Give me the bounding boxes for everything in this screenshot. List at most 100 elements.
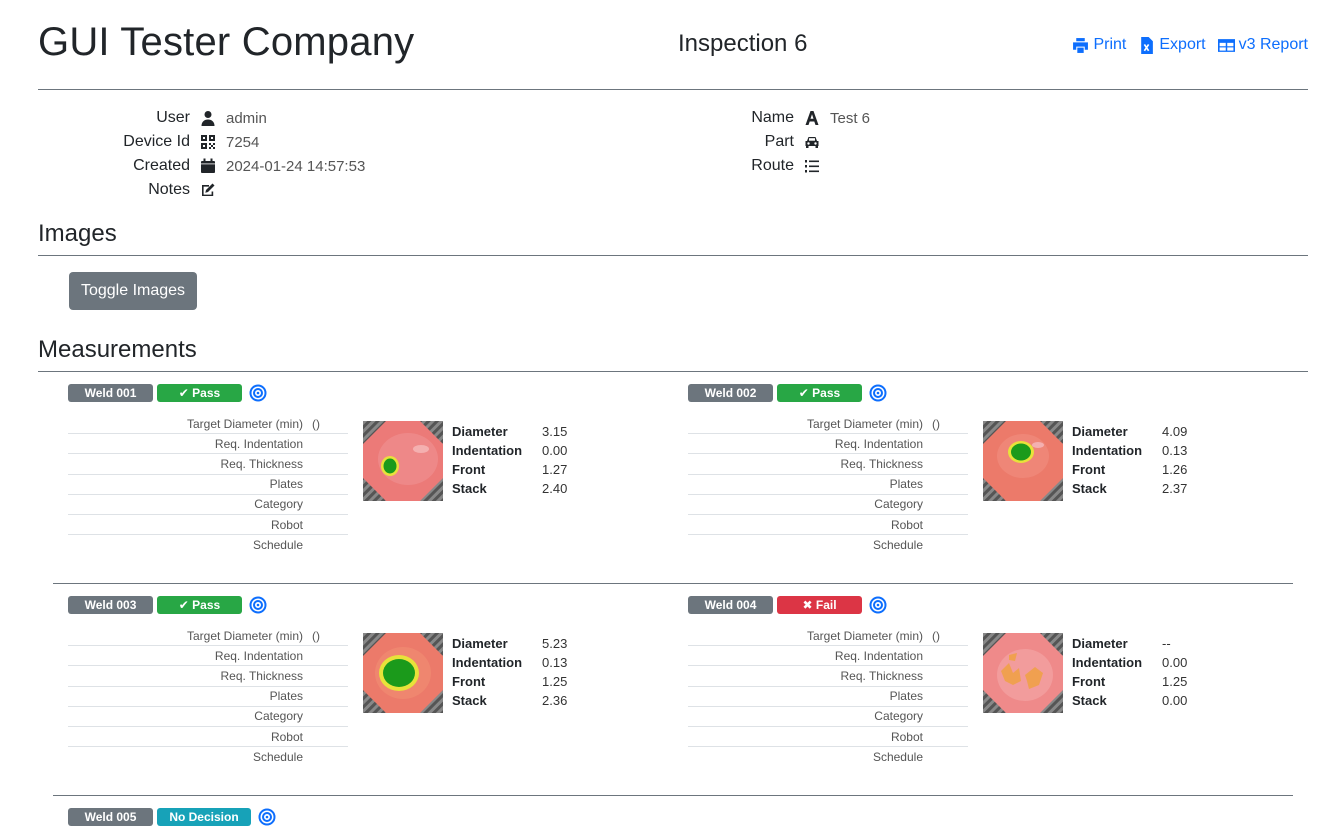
calendar-icon xyxy=(190,158,226,174)
spec-row: Schedule xyxy=(68,747,348,767)
meas-label: Front xyxy=(1072,462,1106,477)
check-icon: ✔ xyxy=(178,598,193,612)
info-label: Created xyxy=(133,157,190,174)
print-link[interactable]: Print xyxy=(1072,36,1126,54)
meas-value: 0.00 xyxy=(542,443,568,458)
status-label: Pass xyxy=(812,386,841,400)
meas-value: 1.25 xyxy=(542,674,568,689)
x-icon: ✖ xyxy=(802,598,816,612)
info-row-part: Part xyxy=(700,130,870,154)
status-label: Pass xyxy=(192,386,221,400)
toggle-images-button[interactable]: Toggle Images xyxy=(69,272,197,310)
spec-table: Target Diameter (min) () Req. Indentation… xyxy=(68,414,348,555)
spec-row: Req. Thickness xyxy=(68,666,348,687)
meas-row: Diameter 5.23 xyxy=(452,634,567,653)
weld-thumbnail[interactable] xyxy=(983,633,1063,713)
weld-thumbnail[interactable] xyxy=(983,421,1063,501)
spec-label: Plates xyxy=(889,477,923,492)
spec-row: Robot xyxy=(68,727,348,748)
status-label: No Decision xyxy=(169,810,239,824)
info-row-user: User admin xyxy=(38,106,365,130)
weld-thumbnail[interactable] xyxy=(363,633,443,713)
meas-row: Stack 2.37 xyxy=(1072,479,1187,498)
check-icon: ✔ xyxy=(798,386,813,400)
spec-row: Req. Indentation xyxy=(688,434,968,455)
target-icon[interactable] xyxy=(258,808,276,826)
spec-label: Target Diameter (min) xyxy=(806,628,923,643)
target-icon[interactable] xyxy=(869,596,887,614)
info-row-name: Name Test 6 xyxy=(700,106,870,130)
meas-label: Front xyxy=(1072,674,1106,689)
spec-table: Target Diameter (min) () Req. Indentation… xyxy=(68,626,348,767)
meas-value: 2.40 xyxy=(542,481,568,496)
spec-label: Target Diameter (min) xyxy=(186,628,303,643)
spec-value: () xyxy=(312,416,320,431)
meas-row: Diameter -- xyxy=(1072,634,1187,653)
meas-value: 0.00 xyxy=(1162,693,1188,708)
spec-row: Plates xyxy=(68,475,348,495)
meas-label: Indentation xyxy=(452,655,523,670)
table-icon xyxy=(1217,38,1235,52)
spec-row: Category xyxy=(68,495,348,515)
spec-label: Req. Indentation xyxy=(834,648,923,663)
spec-row: Target Diameter (min) () xyxy=(688,626,968,647)
spec-row: Req. Indentation xyxy=(68,646,348,667)
weld-thumbnail[interactable] xyxy=(363,421,443,501)
info-value: 2024-01-24 14:57:53 xyxy=(226,157,366,175)
weld-card: Weld 002 ✔ Pass Target Diameter (min) () … xyxy=(688,384,1248,574)
spec-row: Target Diameter (min) () xyxy=(68,626,348,647)
meas-value: 4.09 xyxy=(1162,424,1188,439)
meas-row: Stack 0.00 xyxy=(1072,691,1187,710)
spec-row: Category xyxy=(688,707,968,727)
v3-report-link[interactable]: v3 Report xyxy=(1217,36,1308,54)
spec-label: Robot xyxy=(270,729,303,744)
meas-label: Front xyxy=(452,462,486,477)
spec-row: Target Diameter (min) () xyxy=(688,414,968,435)
info-label: User xyxy=(156,109,190,126)
edit-icon[interactable] xyxy=(190,182,226,198)
spec-row: Robot xyxy=(688,515,968,536)
weld-card: Weld 004 ✖ Fail Target Diameter (min) () … xyxy=(688,596,1248,786)
measurement-values: Diameter 5.23 Indentation 0.13 Front 1.25 S… xyxy=(452,634,567,710)
spec-label: Category xyxy=(874,497,923,512)
images-section-title: Images xyxy=(38,220,117,247)
target-icon[interactable] xyxy=(249,596,267,614)
meas-value: -- xyxy=(1162,636,1171,651)
status-label: Pass xyxy=(192,598,221,612)
qrcode-icon xyxy=(190,134,226,150)
weld-divider xyxy=(53,795,1293,796)
weld-name-badge: Weld 004 xyxy=(688,596,773,614)
info-row-created: Created 2024-01-24 14:57:53 xyxy=(38,154,365,178)
weld-name-badge: Weld 003 xyxy=(68,596,153,614)
spec-label: Schedule xyxy=(872,538,923,553)
spec-label: Req. Indentation xyxy=(214,436,303,451)
spec-row: Category xyxy=(688,495,968,515)
spec-label: Req. Indentation xyxy=(214,648,303,663)
measurement-values: Diameter 3.15 Indentation 0.00 Front 1.27 S… xyxy=(452,422,567,498)
spec-row: Target Diameter (min) () xyxy=(68,414,348,435)
meas-label: Indentation xyxy=(452,443,523,458)
inspection-title: Inspection 6 xyxy=(678,30,808,57)
spec-label: Category xyxy=(874,709,923,724)
spec-row: Req. Indentation xyxy=(688,646,968,667)
target-icon[interactable] xyxy=(249,384,267,402)
check-icon: ✔ xyxy=(178,386,193,400)
status-badge: ✔ Pass xyxy=(777,384,862,402)
spec-row: Req. Thickness xyxy=(688,666,968,687)
spec-label: Req. Thickness xyxy=(220,456,303,471)
inspection-info-right: Name Test 6 Part Route xyxy=(700,106,870,178)
spec-row: Req. Indentation xyxy=(68,434,348,455)
export-link[interactable]: Export xyxy=(1138,36,1206,54)
status-badge: ✔ Pass xyxy=(157,384,242,402)
target-icon[interactable] xyxy=(869,384,887,402)
file-excel-icon xyxy=(1141,36,1154,54)
meas-label: Indentation xyxy=(1072,655,1143,670)
spec-label: Req. Thickness xyxy=(840,668,923,683)
meas-row: Front 1.26 xyxy=(1072,460,1187,479)
meas-row: Front 1.25 xyxy=(1072,672,1187,691)
meas-row: Stack 2.40 xyxy=(452,479,567,498)
inspection-info-left: User admin Device Id 7254 Created 2024-0… xyxy=(38,106,365,202)
info-label: Notes xyxy=(148,181,190,198)
spec-value: () xyxy=(932,628,940,643)
meas-label: Diameter xyxy=(1072,424,1128,439)
